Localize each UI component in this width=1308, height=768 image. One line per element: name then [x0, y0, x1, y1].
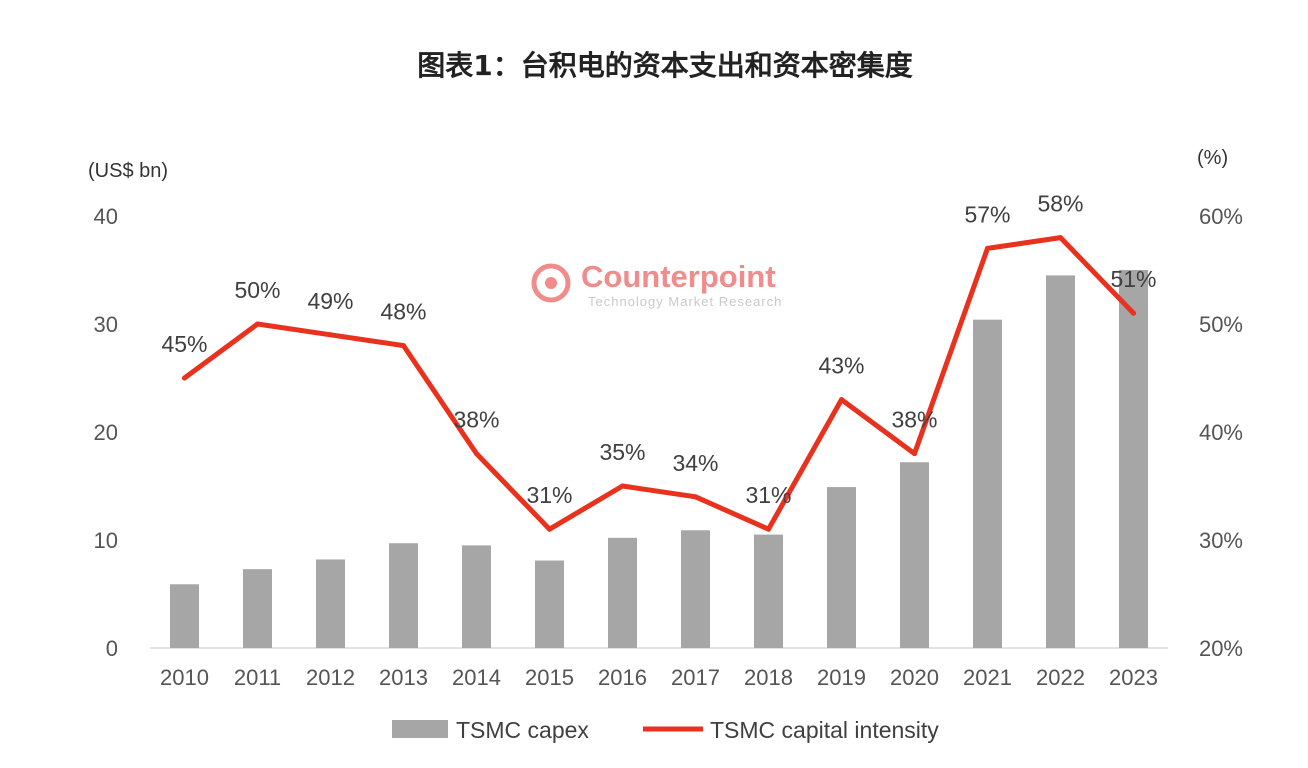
capex-bar	[754, 534, 783, 648]
intensity-point	[474, 451, 479, 457]
intensity-data-label: 43%	[818, 353, 864, 379]
watermark-tagline: Technology Market Research	[588, 294, 782, 309]
right-tick-label: 40%	[1199, 420, 1243, 445]
intensity-point	[766, 526, 771, 532]
x-tick-label: 2018	[744, 665, 793, 690]
x-tick-label: 2012	[306, 665, 355, 690]
intensity-point	[401, 343, 406, 349]
x-tick-label: 2011	[234, 665, 281, 690]
intensity-data-label: 35%	[599, 439, 645, 465]
capex-bar	[170, 584, 199, 648]
legend: TSMC capex TSMC capital intensity	[392, 717, 939, 743]
right-tick-label: 30%	[1199, 528, 1243, 553]
capex-bar	[608, 537, 637, 648]
chart-title: 图表1：台积电的资本支出和资本密集度	[417, 49, 913, 82]
legend-label-intensity: TSMC capital intensity	[710, 717, 939, 743]
intensity-point	[547, 526, 552, 532]
intensity-point	[912, 451, 917, 457]
intensity-point	[985, 245, 990, 251]
right-tick-label: 50%	[1199, 312, 1243, 337]
legend-swatch-capex	[392, 720, 448, 738]
capex-bar	[827, 487, 856, 648]
capex-bar	[973, 319, 1002, 648]
right-tick-label: 20%	[1199, 636, 1243, 661]
intensity-point	[182, 375, 187, 381]
capex-bar	[1046, 275, 1075, 648]
watermark-name: Counterpoint	[581, 259, 776, 294]
capex-bar	[1119, 270, 1148, 648]
left-tick-label: 10	[94, 528, 118, 553]
intensity-line-layer: 45% 50% 49% 48% 38% 31% 35% 34% 31% 43% 38% 57% 58% 5…	[161, 191, 1157, 532]
intensity-data-label: 48%	[380, 299, 426, 325]
capex-bars	[170, 270, 1148, 648]
x-tick-label: 2016	[598, 665, 647, 690]
x-tick-label: 2017	[671, 665, 720, 690]
left-tick-label: 0	[106, 636, 118, 661]
right-axis-unit: (%)	[1197, 147, 1228, 169]
intensity-point	[1058, 235, 1063, 241]
x-tick-label: 2013	[379, 665, 428, 690]
intensity-point	[328, 332, 333, 338]
x-tick-label: 2010	[160, 665, 209, 690]
x-tick-label: 2014	[452, 665, 501, 690]
left-tick-label: 40	[94, 204, 118, 229]
x-axis-ticks: 2010 2011 2012 2013 2014 2015 2016 2017 2018 2019…	[160, 665, 1158, 690]
intensity-data-label: 45%	[161, 331, 207, 357]
x-tick-label: 2022	[1036, 665, 1085, 690]
intensity-point	[839, 397, 844, 403]
capex-bar	[243, 569, 272, 648]
intensity-point	[255, 321, 260, 327]
capex-bar	[681, 530, 710, 648]
watermark: Counterpoint Technology Market Research	[528, 254, 804, 312]
intensity-point	[693, 494, 698, 500]
intensity-data-label: 31%	[526, 482, 572, 508]
right-tick-label: 60%	[1199, 204, 1243, 229]
x-tick-label: 2019	[817, 665, 866, 690]
intensity-data-label: 38%	[453, 407, 499, 433]
capex-bar	[900, 462, 929, 648]
x-tick-label: 2015	[525, 665, 574, 690]
x-tick-label: 2021	[963, 665, 1012, 690]
intensity-data-label: 38%	[891, 407, 937, 433]
x-tick-label: 2020	[890, 665, 939, 690]
x-tick-label: 2023	[1109, 665, 1158, 690]
left-axis-ticks: 0 10 20 30 40	[94, 204, 118, 661]
intensity-data-label: 50%	[234, 277, 280, 303]
intensity-data-label: 57%	[964, 201, 1010, 227]
intensity-point	[1131, 310, 1136, 316]
intensity-line	[182, 235, 1136, 532]
intensity-point	[620, 483, 625, 489]
capex-bar	[535, 560, 564, 648]
intensity-data-label: 51%	[1110, 266, 1156, 292]
intensity-data-label: 34%	[672, 450, 718, 476]
left-tick-label: 30	[94, 312, 118, 337]
right-axis-ticks: 20% 30% 40% 50% 60%	[1199, 204, 1243, 661]
intensity-data-label: 58%	[1037, 191, 1083, 217]
capex-bar	[462, 545, 491, 648]
left-tick-label: 20	[94, 420, 118, 445]
left-axis-unit: (US$ bn)	[88, 160, 168, 182]
intensity-data-label: 49%	[307, 288, 353, 314]
legend-label-capex: TSMC capex	[456, 717, 589, 743]
capex-bar	[316, 559, 345, 648]
capex-bar	[389, 543, 418, 648]
intensity-data-label: 31%	[745, 482, 791, 508]
